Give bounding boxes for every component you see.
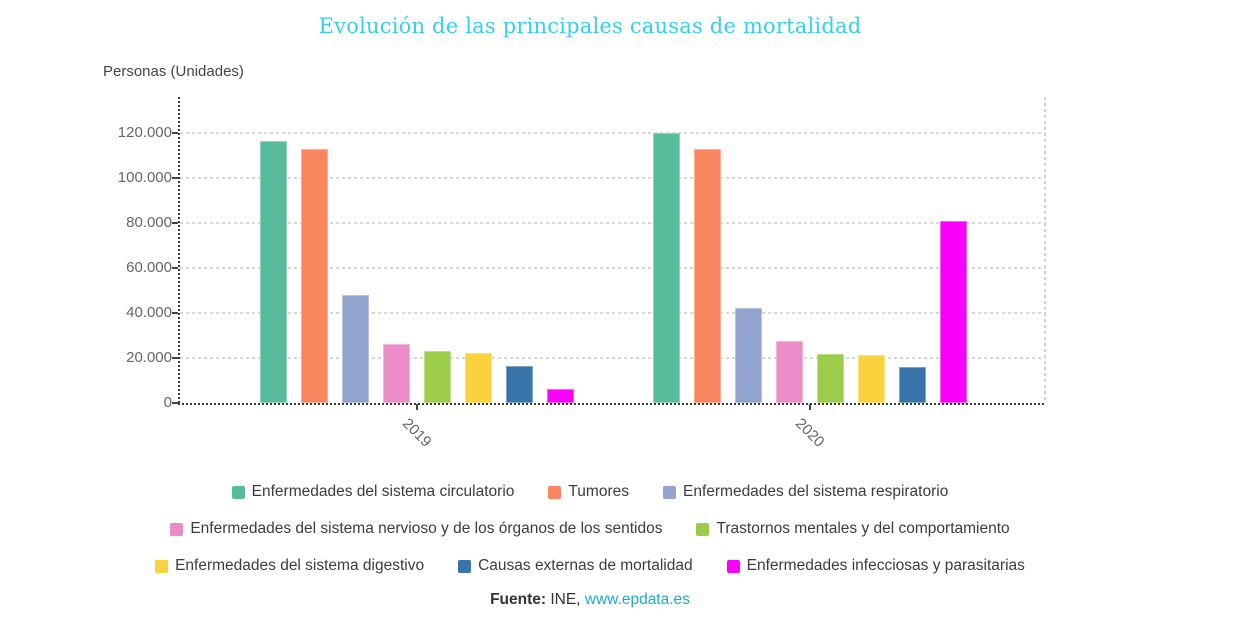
y-tick-label-20.000: 20.000	[126, 349, 172, 366]
y-tick-mark	[172, 267, 178, 269]
legend-row: Enfermedades del sistema circulatorio Tum…	[231, 483, 949, 501]
gridline-100.000	[180, 177, 1046, 179]
plot-right-border	[1044, 97, 1046, 403]
y-tick-mark	[172, 132, 178, 134]
y-tick-label-40.000: 40.000	[126, 304, 172, 321]
plot-area	[178, 97, 1046, 405]
y-tick-label-60.000: 60.000	[126, 259, 172, 276]
x-tick-mark	[416, 404, 418, 410]
bar-2020-7[interactable]	[899, 367, 926, 403]
legend: Enfermedades del sistema circulatorio Tum…	[0, 483, 1180, 575]
y-tick-mark	[172, 312, 178, 314]
legend-item-3[interactable]: Enfermedades del sistema respiratorio	[662, 483, 949, 501]
x-tick-mark	[809, 404, 811, 410]
legend-swatch	[696, 522, 710, 536]
x-tick-label-2020: 2020	[791, 415, 828, 451]
bar-2019-2[interactable]	[301, 149, 328, 403]
bar-2019-6[interactable]	[465, 353, 492, 403]
y-axis-line	[178, 97, 180, 403]
gridline-20.000	[180, 357, 1046, 359]
legend-swatch	[170, 522, 184, 536]
legend-item-2[interactable]: Tumores	[548, 483, 629, 501]
legend-label: Enfermedades del sistema digestivo	[175, 557, 425, 574]
legend-item-4[interactable]: Enfermedades del sistema nervioso y de l…	[170, 520, 662, 538]
legend-label: Trastornos mentales y del comportamiento	[716, 520, 1010, 537]
bar-2019-4[interactable]	[383, 344, 410, 403]
legend-swatch	[231, 485, 245, 499]
y-tick-mark	[172, 402, 178, 404]
legend-item-6[interactable]: Enfermedades del sistema digestivo	[155, 557, 424, 575]
y-tick-mark	[172, 222, 178, 224]
legend-swatch	[458, 559, 472, 573]
legend-label: Enfermedades del sistema respiratorio	[682, 483, 949, 500]
bar-2019-7[interactable]	[506, 366, 533, 403]
gridline-40.000	[180, 312, 1046, 314]
legend-swatch	[548, 485, 562, 499]
chart-inner: Evolución de las principales causas de m…	[0, 14, 1180, 609]
legend-item-5[interactable]: Trastornos mentales y del comportamiento	[696, 520, 1010, 538]
x-axis-line	[178, 403, 1046, 405]
legend-swatch	[726, 559, 740, 573]
legend-item-1[interactable]: Enfermedades del sistema circulatorio	[231, 483, 515, 501]
y-tick-mark	[172, 357, 178, 359]
legend-row: Enfermedades del sistema digestivo Causas…	[155, 557, 1025, 575]
bar-2020-8[interactable]	[940, 221, 967, 403]
legend-swatch	[662, 485, 676, 499]
gridline-80.000	[180, 222, 1046, 224]
source-link[interactable]: www.epdata.es	[584, 591, 690, 608]
bar-2020-3[interactable]	[735, 308, 762, 403]
y-tick-mark	[172, 177, 178, 179]
gridline-60.000	[180, 267, 1046, 269]
y-tick-label-0: 0	[163, 394, 172, 411]
legend-label: Enfermedades del sistema circulatorio	[251, 483, 515, 500]
bar-2019-3[interactable]	[342, 295, 369, 403]
legend-item-8[interactable]: Enfermedades infecciosas y parasitarias	[726, 557, 1025, 575]
legend-label: Enfermedades infecciosas y parasitarias	[746, 557, 1025, 574]
source-text: INE,	[546, 591, 585, 608]
x-tick-label-2019: 2019	[398, 415, 435, 451]
legend-label: Causas externas de mortalidad	[478, 557, 693, 574]
legend-swatch	[155, 559, 169, 573]
gridline-120.000	[180, 132, 1046, 134]
bar-2020-4[interactable]	[776, 341, 803, 403]
y-tick-label-80.000: 80.000	[126, 214, 172, 231]
legend-label: Enfermedades del sistema nervioso y de l…	[190, 520, 663, 537]
y-tick-label-120.000: 120.000	[117, 124, 172, 141]
bar-2020-6[interactable]	[858, 355, 885, 403]
legend-item-7[interactable]: Causas externas de mortalidad	[458, 557, 693, 575]
y-axis-title: Personas (Unidades)	[103, 63, 244, 80]
source-label: Fuente:	[490, 591, 547, 608]
bar-2020-5[interactable]	[817, 354, 844, 403]
bar-2019-1[interactable]	[260, 141, 287, 403]
chart-title: Evolución de las principales causas de m…	[318, 14, 862, 38]
bar-2020-2[interactable]	[694, 149, 721, 403]
y-tick-label-100.000: 100.000	[117, 169, 172, 186]
legend-label: Tumores	[568, 483, 629, 500]
source-line: Fuente: INE, www.epdata.es	[0, 591, 1180, 609]
legend-row: Enfermedades del sistema nervioso y de l…	[170, 520, 1010, 538]
bar-2019-5[interactable]	[424, 351, 451, 403]
bar-2020-1[interactable]	[653, 133, 680, 403]
bar-2019-8[interactable]	[547, 389, 574, 403]
